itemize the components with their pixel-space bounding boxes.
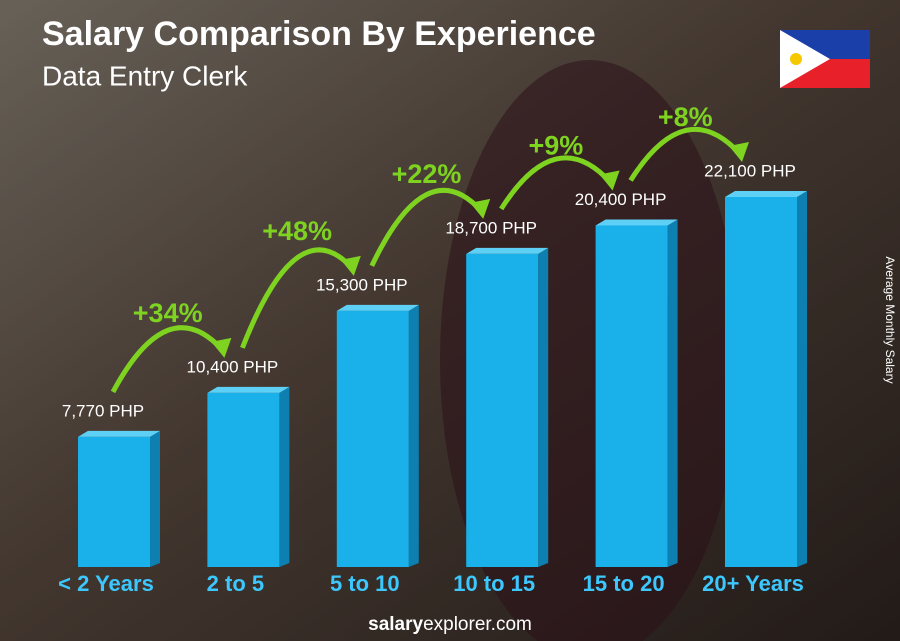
increase-arrow <box>499 155 613 211</box>
increase-label: +8% <box>658 102 713 132</box>
bar-top <box>336 304 419 311</box>
bar <box>595 225 668 567</box>
bar-top <box>207 386 290 393</box>
increase-label: +22% <box>392 159 462 189</box>
bar-side <box>150 430 160 567</box>
increase-arrowhead <box>470 198 491 219</box>
bar <box>725 197 797 567</box>
bar-side <box>408 304 419 567</box>
x-tick-label: < 2 Years <box>58 571 154 596</box>
footer: salaryexplorer.com <box>368 614 532 635</box>
footer-bold: salary <box>368 614 423 635</box>
value-label: 20,400 PHP <box>575 190 667 209</box>
increase-label: +9% <box>529 131 584 161</box>
x-tick-label: 5 to 10 <box>330 571 400 596</box>
increase-label: +48% <box>262 216 332 246</box>
bar-top <box>466 247 549 254</box>
bar-top <box>595 219 678 226</box>
x-tick-label: 20+ Years <box>702 571 804 596</box>
increase-arrow <box>369 187 484 267</box>
flag-triangle <box>780 30 830 88</box>
x-tick-label: 10 to 15 <box>453 571 535 596</box>
increase-label: +34% <box>133 298 203 328</box>
footer-rest: explorer.com <box>423 614 532 635</box>
bar-top <box>78 430 160 437</box>
x-tick-label: 2 to 5 <box>207 571 264 596</box>
chart-title: Salary Comparison By Experience <box>42 15 596 53</box>
x-tick-label: 15 to 20 <box>583 571 665 596</box>
bar <box>466 253 539 567</box>
increase-arrowhead <box>211 337 232 358</box>
chart-subtitle: Data Entry Clerk <box>42 60 248 91</box>
increase-arrow <box>628 127 742 182</box>
value-label: 7,770 PHP <box>62 401 144 420</box>
bar <box>207 392 280 567</box>
increase-arrow <box>110 325 225 394</box>
flag-sun <box>790 53 802 65</box>
flag <box>780 30 870 88</box>
y-axis-label: Average Monthly Salary <box>883 256 897 383</box>
bar-side <box>538 247 549 567</box>
bar-side <box>667 219 678 567</box>
increase-arrowhead <box>340 255 361 276</box>
value-label: 15,300 PHP <box>316 275 408 294</box>
bar <box>336 310 409 567</box>
value-label: 22,100 PHP <box>704 161 796 180</box>
bar-top <box>725 191 807 197</box>
increase-arrow <box>240 247 354 349</box>
value-label: 18,700 PHP <box>445 218 537 237</box>
increase-arrowhead <box>599 170 620 191</box>
increase-arrowhead <box>729 142 749 162</box>
value-label: 10,400 PHP <box>187 357 279 376</box>
bar-side <box>797 191 807 567</box>
bar-side <box>279 386 290 567</box>
bar <box>78 436 150 567</box>
